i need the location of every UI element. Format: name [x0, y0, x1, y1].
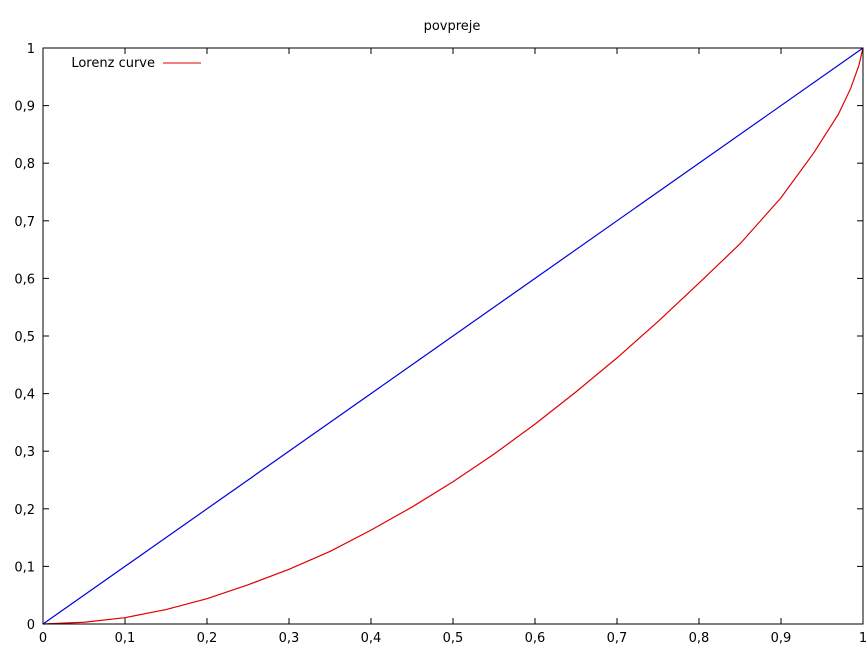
legend: Lorenz curve: [71, 56, 201, 71]
y-tick-label: 0: [27, 618, 35, 633]
x-tick-label: 0: [39, 631, 47, 646]
plot-frame: [42, 47, 864, 625]
x-tick-label: 0,2: [197, 631, 218, 646]
y-tick-label: 0,3: [14, 445, 35, 460]
y-tick-label: 0,4: [14, 388, 35, 403]
axis-ticks: 0 0,1 0,2 0,3 0,4 0,5 0,6 0,7 0,8 0,9 1 0 0,1 0,2 0,3 0…: [14, 42, 867, 646]
x-tick-label: 0,4: [361, 631, 382, 646]
y-tick-label: 0,9: [14, 100, 35, 115]
x-tick-label: 0,9: [771, 631, 792, 646]
x-tick-label: 0,3: [279, 631, 300, 646]
y-tick-label: 0,7: [14, 215, 35, 230]
chart-title: povpreje: [424, 19, 481, 34]
y-tick-label: 0,8: [14, 157, 35, 172]
x-tick-label: 0,7: [607, 631, 628, 646]
y-tick-label: 0,1: [14, 560, 35, 575]
y-tick-label: 0,6: [14, 272, 35, 287]
x-tick-label: 0,5: [443, 631, 464, 646]
x-tick-label: 0,6: [525, 631, 546, 646]
y-tick-label: 0,5: [14, 330, 35, 345]
y-tick-label: 1: [27, 42, 35, 57]
y-tick-label: 0,2: [14, 503, 35, 518]
series-layer: [42, 47, 864, 625]
series-line-equality: [42, 47, 864, 625]
legend-label-lorenz-curve: Lorenz curve: [71, 56, 155, 71]
series-line-lorenz-curve: [42, 47, 864, 625]
x-tick-label: 1: [859, 631, 867, 646]
x-tick-label: 0,1: [115, 631, 136, 646]
x-tick-label: 0,8: [689, 631, 710, 646]
